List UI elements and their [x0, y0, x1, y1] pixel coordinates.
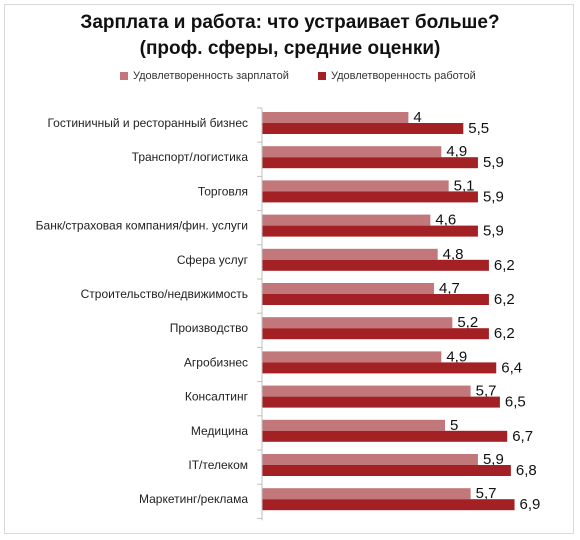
- chart-title: Зарплата и работа: что устраивает больше…: [80, 12, 500, 33]
- bar-work: [262, 123, 464, 134]
- bar-work: [262, 362, 497, 374]
- bar-work: [262, 396, 500, 408]
- bar-work: [262, 259, 489, 271]
- bar-salary: [262, 419, 445, 431]
- bar-salary: [262, 385, 471, 397]
- data-label-work: 6,4: [501, 359, 522, 376]
- data-label-salary: 4,8: [443, 246, 464, 263]
- legend-label-work: Удовлетворенность работой: [331, 70, 476, 82]
- legend-swatch-work: [318, 72, 326, 80]
- legend-item-salary: Удовлетворенность зарплатой: [120, 70, 289, 82]
- chart-frame: [4, 4, 574, 534]
- data-label-work: 5,9: [483, 188, 504, 205]
- data-label-work: 5,9: [483, 154, 504, 171]
- bar-salary: [262, 454, 478, 465]
- bar-work: [262, 225, 478, 237]
- bar-work: [262, 499, 515, 511]
- chart-subtitle: (проф. сферы, средние оценки): [139, 38, 441, 59]
- bar-salary: [262, 351, 442, 363]
- bar-work: [262, 294, 489, 305]
- category-label: IT/телеком: [188, 458, 248, 472]
- bar-salary: [262, 180, 449, 192]
- data-label-work: 6,2: [494, 257, 515, 274]
- chart-legend: Удовлетворенность зарплатой Удовлетворен…: [0, 70, 580, 86]
- data-label-work: 6,8: [516, 462, 537, 479]
- bar-salary: [262, 146, 442, 158]
- category-label: Строительство/недвижимость: [81, 287, 248, 301]
- category-label: Медицина: [191, 424, 248, 438]
- data-label-salary: 5,1: [454, 177, 475, 194]
- bar-work: [262, 328, 489, 340]
- bar-salary: [262, 214, 431, 226]
- data-label-salary: 5: [450, 417, 458, 434]
- legend-label-salary: Удовлетворенность зарплатой: [133, 70, 289, 82]
- data-label-work: 6,5: [505, 394, 526, 411]
- data-label-salary: 5,7: [476, 383, 497, 400]
- category-label: Сфера услуг: [177, 253, 249, 267]
- data-label-work: 6,2: [494, 325, 515, 342]
- category-label: Торговля: [198, 184, 248, 198]
- legend-swatch-salary: [120, 72, 128, 80]
- bar-work: [262, 465, 511, 476]
- chart-title-block: Зарплата и работа: что устраивает больше…: [0, 10, 580, 62]
- data-label-salary: 4,9: [446, 143, 467, 160]
- category-label: Производство: [170, 321, 249, 335]
- legend-item-work: Удовлетворенность работой: [318, 70, 476, 82]
- bar-salary: [262, 248, 438, 260]
- data-label-work: 5,9: [483, 223, 504, 240]
- data-label-salary: 5,2: [457, 314, 478, 331]
- category-label: Транспорт/логистика: [132, 150, 249, 164]
- data-label-salary: 4,7: [439, 280, 460, 297]
- data-label-salary: 5,7: [476, 485, 497, 502]
- category-label: Банк/страховая компания/фин. услуги: [36, 219, 248, 233]
- data-label-salary: 5,9: [483, 451, 504, 468]
- bar-salary: [262, 488, 471, 500]
- category-label: Маркетинг/реклама: [139, 492, 248, 506]
- bar-salary: [262, 283, 435, 294]
- category-label: Гостиничный и ресторанный бизнес: [47, 116, 248, 130]
- bar-work: [262, 157, 478, 169]
- category-label: Консалтинг: [185, 390, 249, 404]
- bar-salary: [262, 112, 409, 123]
- data-label-salary: 4,9: [446, 348, 467, 365]
- bar-work: [262, 430, 508, 442]
- category-label: Агробизнес: [184, 355, 248, 369]
- data-label-salary: 4,6: [435, 212, 456, 229]
- bar-salary: [262, 317, 453, 329]
- data-label-salary: 4: [413, 109, 421, 126]
- bar-work: [262, 191, 478, 203]
- data-label-work: 5,5: [468, 120, 489, 137]
- data-label-work: 6,2: [494, 291, 515, 308]
- data-label-work: 6,9: [520, 496, 541, 513]
- data-label-work: 6,7: [512, 428, 533, 445]
